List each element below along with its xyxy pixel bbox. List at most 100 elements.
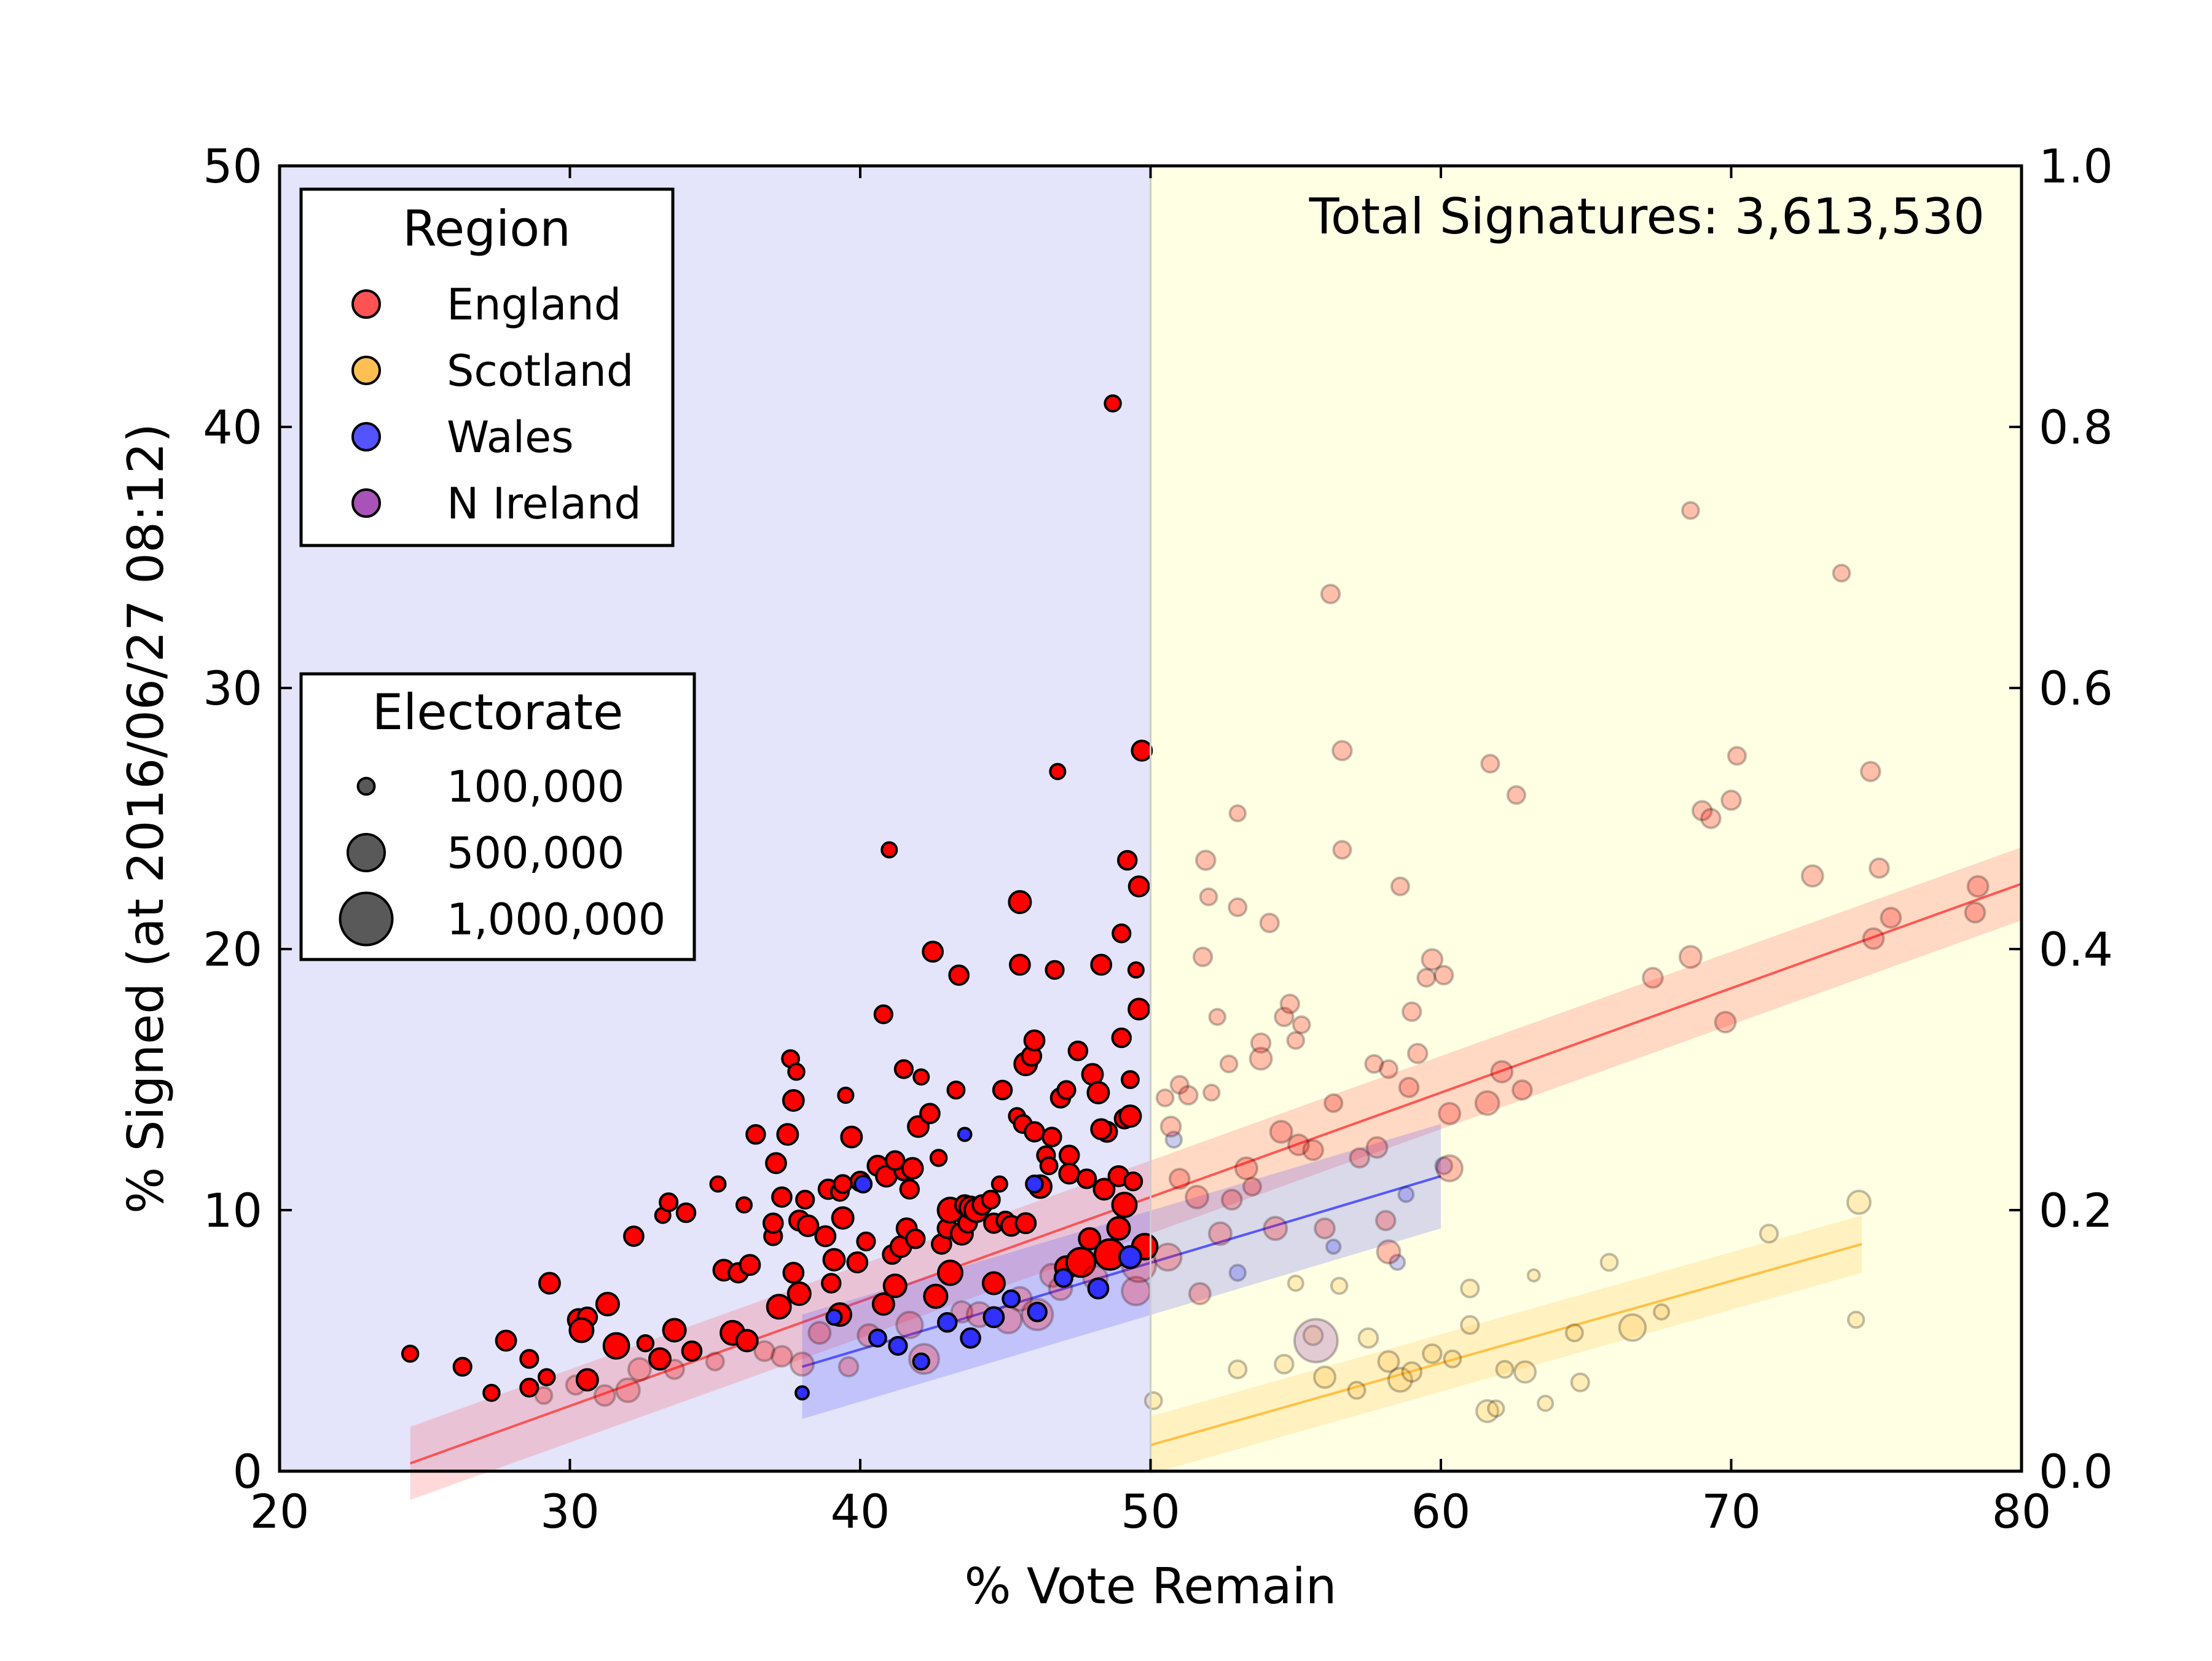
data-point-wales [868,1328,887,1348]
data-point-scotland [1537,1394,1555,1412]
data-point-england [1376,1239,1402,1265]
data-point-scotland [1330,1276,1349,1295]
data-point-england [1862,927,1885,950]
data-point-england [1700,808,1722,829]
data-point-scotland [1564,1323,1584,1343]
data-point-england [912,1068,930,1086]
legend-label-wales: Wales [447,412,574,463]
data-point-scotland [1570,1372,1590,1393]
data-point-england [1365,1136,1389,1159]
data-point-england [1681,501,1700,520]
data-point-wales [960,1327,981,1349]
data-point-england [787,1063,806,1081]
data-point-england [537,1368,556,1386]
region-legend-title: Region [402,200,571,257]
data-point-england [1169,1074,1190,1095]
data-point-england [1416,967,1437,988]
data-point-wales [1053,1268,1073,1288]
data-point-england [822,1248,846,1272]
data-point-england [1286,1031,1306,1050]
data-point-england [1720,789,1742,811]
legend-size-marker [346,832,386,873]
data-point-scotland [1599,1253,1619,1272]
data-point-scotland [1228,1359,1248,1380]
data-point-england [884,1150,906,1171]
data-point-england [1390,876,1410,897]
data-point-england [1228,804,1247,823]
data-point-england [1250,1032,1272,1054]
data-point-england [1228,897,1248,918]
data-point-wales [1025,1174,1044,1194]
data-point-scotland [1401,1361,1423,1383]
x-tick-label: 50 [1121,1484,1180,1539]
legend-size-label: 1,000,000 [447,894,665,945]
y2-tick-label: 0.6 [2039,661,2113,716]
data-point-england [735,1329,759,1353]
data-point-england [831,1206,855,1230]
data-point-england [796,1214,820,1237]
data-point-england [1128,998,1151,1021]
data-point-england [1964,901,1986,924]
data-point-england [1014,1212,1037,1235]
data-point-england [1131,740,1153,762]
data-point-england [1287,1133,1310,1157]
data-point-england [814,1225,837,1248]
total-signatures-annotation: Total Signatures: 3,613,530 [1309,188,1985,245]
data-point-scotland [1460,1315,1480,1335]
data-points [401,394,1990,1423]
data-point-england [1067,1041,1089,1061]
data-point-england [1045,959,1065,980]
data-point-wales [794,1385,810,1401]
axes: 20 30 40 50 60 70 80 0 10 20 30 40 50 0.0 0.2 0.4 0.6 0.8… [203,139,2113,1539]
data-point-england [882,1273,908,1299]
data-point-england [1402,1001,1422,1022]
data-point-england [871,1292,895,1316]
data-point-england [1194,850,1217,871]
data-point-england [538,1272,561,1295]
legend-size-marker [339,891,394,947]
data-point-england [766,1294,792,1320]
data-point-england [923,1283,949,1309]
data-point-england [821,1273,842,1294]
legend-label-england: England [447,279,621,330]
regression-bands [409,847,2022,1500]
data-point-england [1065,1246,1097,1278]
data-point-england [1398,1076,1420,1098]
data-point-england [837,1086,855,1104]
data-point-scotland [1526,1268,1541,1283]
data-point-england [735,1196,753,1214]
data-point-england [1120,1070,1140,1089]
y2-tick-label: 0.4 [2039,922,2113,977]
data-point-scotland [1846,1310,1865,1329]
data-point-england [709,1175,727,1193]
data-point-wales [888,1335,908,1356]
data-point-england [771,1186,793,1208]
data-point-scotland [1759,1224,1779,1244]
data-point-england [1092,1178,1116,1201]
data-point-england [1188,1282,1212,1305]
data-point-england [1128,875,1150,897]
data-point-england [534,1386,554,1405]
data-point-wales [1087,1277,1110,1300]
data-point-england [1008,889,1032,915]
data-point-england [1090,1118,1113,1141]
data-point-scotland [1846,1189,1872,1215]
data-point-england [893,1059,914,1079]
data-point-england [1279,993,1301,1014]
data-point-scotland [1460,1278,1480,1299]
data-point-england [873,1004,893,1025]
data-point-england [1506,785,1526,805]
data-point-wales [1397,1186,1415,1203]
x-tick-label: 20 [250,1484,310,1539]
data-point-england [1058,1144,1080,1167]
data-point-england [1242,1176,1262,1197]
regression-line-wales [801,1174,1441,1368]
data-point-scotland [1513,1360,1537,1384]
data-point-england [1234,1156,1258,1181]
data-point-england [837,1356,860,1378]
data-point-england [922,940,944,963]
data-point-england [1332,840,1352,860]
data-point-england [1678,945,1703,969]
data-point-wales [1389,1253,1406,1272]
